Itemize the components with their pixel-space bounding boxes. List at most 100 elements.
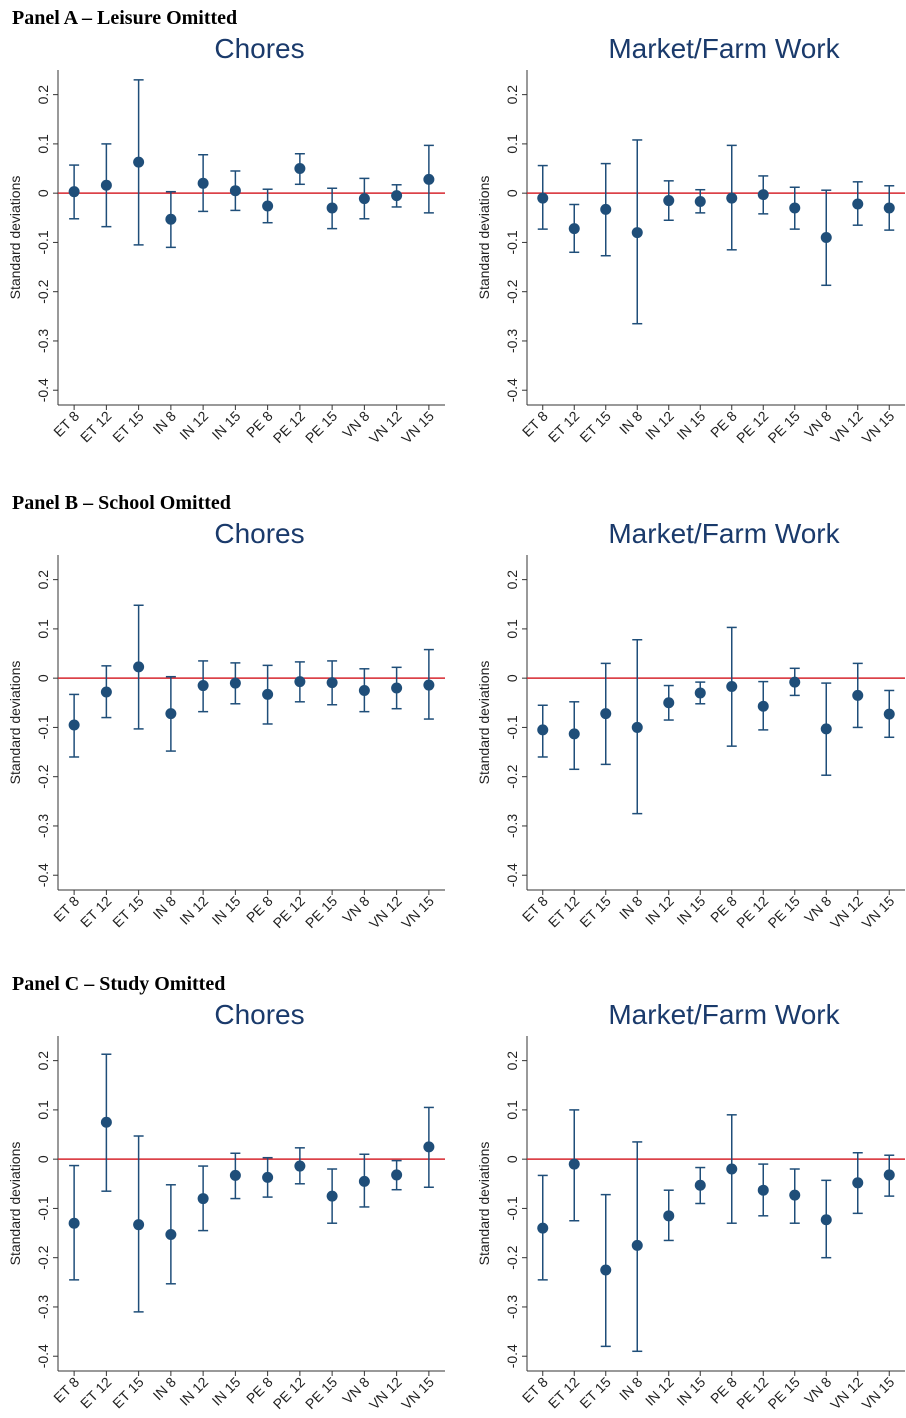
point [197,1193,209,1205]
x-tick-label: VN 15 [859,1374,898,1413]
x-tick-label: IN 12 [642,893,677,928]
point [694,1179,706,1191]
y-axis-label: Standard deviations [7,1142,23,1266]
point [789,676,801,688]
y-tick-label: -0.2 [35,279,51,303]
point [663,195,675,207]
point [391,190,403,202]
x-tick-label: PE 15 [765,893,803,931]
panel-heading: Panel A – Leisure Omitted [12,7,237,29]
point [568,223,580,235]
y-tick-label: -0.3 [35,329,51,353]
y-tick-label: -0.2 [504,279,520,303]
chart: Market/Farm Work Standard deviations -0.4 -… [476,999,905,1413]
point [133,1219,145,1231]
point [631,1239,643,1251]
point [631,721,643,733]
x-tick-label: IN 8 [150,1374,180,1404]
point [423,679,435,691]
y-tick-label: 0 [504,189,520,197]
y-tick-label: -0.2 [35,1245,51,1269]
x-tick-label: IN 12 [642,1374,677,1409]
x-tick-label: ET 12 [545,1374,583,1412]
x-tick-label: PE 12 [270,893,308,931]
point [133,661,145,673]
y-tick-label: 0.2 [504,1051,520,1071]
point [883,708,895,720]
x-tick-label: IN 15 [673,408,708,443]
x-tick-label: ET 12 [77,408,115,446]
point [663,1210,675,1222]
x-tick-label: PE 12 [270,1374,308,1412]
point [100,686,112,698]
y-tick-label: -0.4 [35,1344,51,1368]
y-tick-label: -0.1 [504,715,520,739]
point [631,227,643,239]
point [663,697,675,709]
x-tick-label: IN 12 [176,1374,211,1409]
x-tick-label: ET 12 [545,408,583,446]
x-tick-label: IN 15 [209,1374,244,1409]
y-tick-label: -0.2 [504,1245,520,1269]
y-tick-label: 0.1 [504,619,520,639]
x-tick-label: VN 15 [859,408,898,447]
y-tick-label: -0.4 [504,863,520,887]
x-tick-label: ET 12 [545,893,583,931]
y-axis-label: Standard deviations [7,176,23,300]
x-tick-label: VN 12 [827,408,866,447]
point [165,708,177,720]
chart-title: Chores [214,518,304,549]
point [197,177,209,189]
point [820,723,832,735]
x-tick-label: ET 12 [77,1374,115,1412]
point [883,1169,895,1181]
x-tick-label: VN 12 [827,893,866,932]
panel-heading: Panel C – Study Omitted [12,973,225,995]
y-tick-label: 0.2 [504,85,520,105]
point [262,1171,274,1183]
x-tick-label: PE 12 [733,893,771,931]
x-tick-label: PE 12 [733,1374,771,1412]
y-tick-label: 0 [504,674,520,682]
x-tick-label: VN 12 [827,1374,866,1413]
y-tick-label: -0.3 [35,1295,51,1319]
x-tick-label: ET 15 [109,893,147,931]
x-tick-label: VN 15 [398,408,437,447]
point [600,1264,612,1276]
point [391,682,403,694]
chart-title: Market/Farm Work [608,33,840,64]
x-tick-label: PE 12 [270,408,308,446]
x-tick-label: ET 15 [109,408,147,446]
y-tick-label: 0.1 [504,134,520,154]
x-tick-label: VN 12 [366,1374,405,1413]
point [600,203,612,215]
point [537,724,549,736]
point [568,728,580,740]
point [726,192,738,204]
point [100,179,112,191]
x-tick-label: IN 8 [150,893,180,923]
point [568,1158,580,1170]
x-tick-label: IN 8 [150,408,180,438]
y-tick-label: 0.1 [35,619,51,639]
y-tick-label: -0.3 [504,1295,520,1319]
x-tick-label: IN 8 [616,408,646,438]
y-tick-label: 0 [35,674,51,682]
point [165,1229,177,1241]
point [757,700,769,712]
x-tick-label: IN 15 [673,893,708,928]
point [165,213,177,225]
point [694,196,706,208]
chart: Chores Standard deviations -0.4 -0.3 -0.2 -0.… [7,999,445,1413]
point [852,198,864,210]
point [229,677,241,689]
x-tick-label: IN 8 [616,1374,646,1404]
point [358,193,370,205]
y-tick-label: -0.3 [504,329,520,353]
chart: Market/Farm Work Standard deviations -0.4 -… [476,518,905,932]
point [100,1116,112,1128]
point [262,688,274,700]
y-tick-label: -0.1 [504,230,520,254]
y-tick-label: -0.2 [35,764,51,788]
